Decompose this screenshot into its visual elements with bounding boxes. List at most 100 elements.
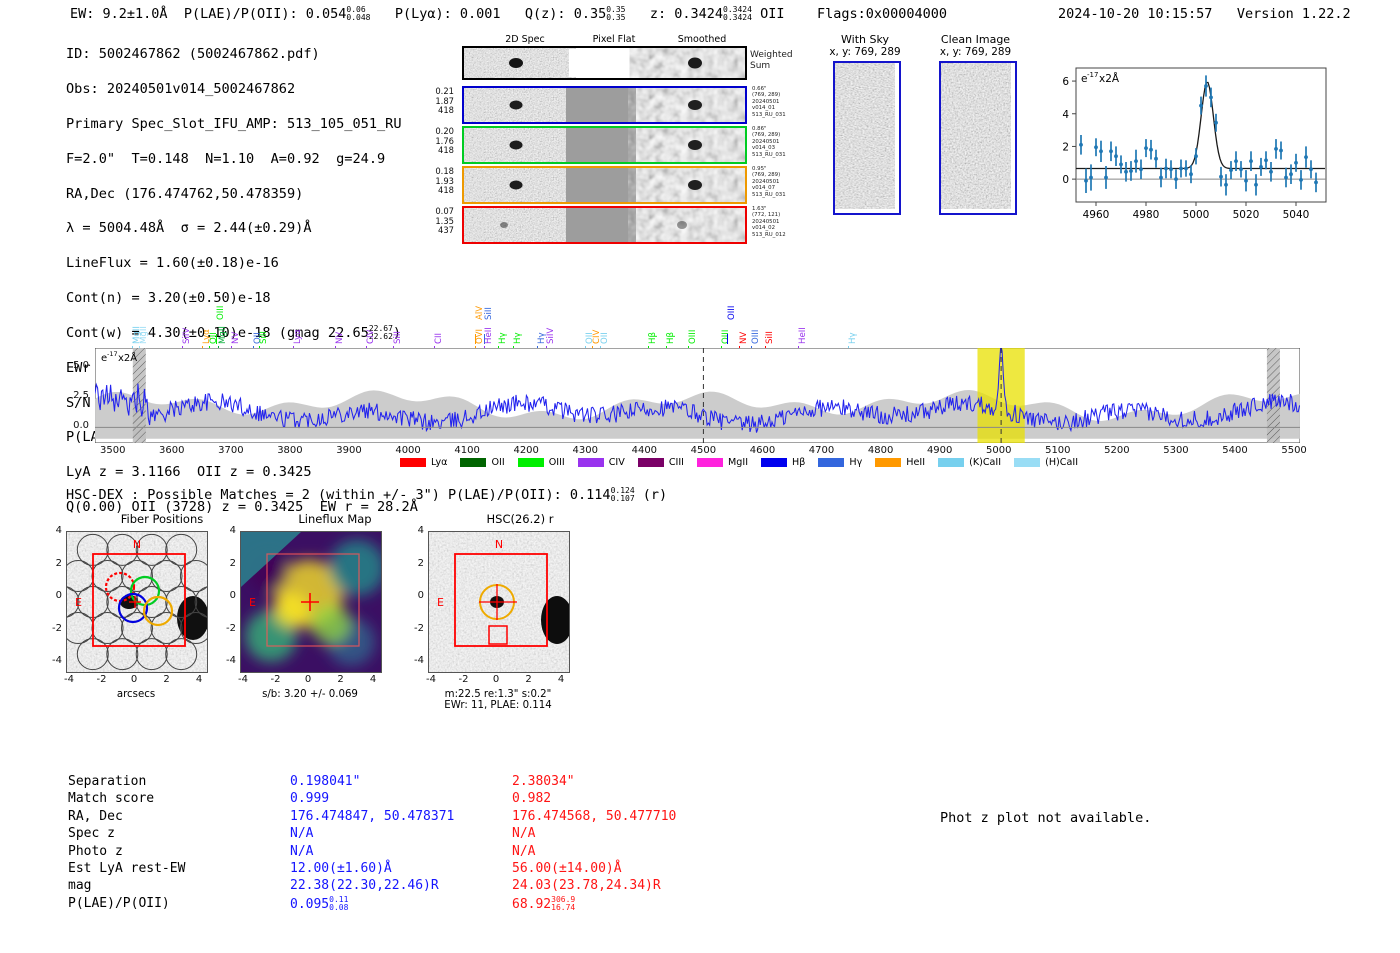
fiber-positions-xlabel: arcsecs bbox=[116, 689, 156, 700]
emission-line-label: Hγ bbox=[848, 332, 859, 344]
emission-line-label: Hγ bbox=[513, 332, 524, 344]
panel-ytick: 0 bbox=[55, 590, 62, 601]
panel-ytick: -4 bbox=[414, 655, 424, 666]
montage-row-values: 0.20 1.76 418 bbox=[424, 126, 454, 156]
table-row: Est LyA rest-EW 12.00(±1.60)Å 56.00(±14.00… bbox=[68, 861, 676, 876]
xtick-label: 5400 bbox=[1222, 445, 1248, 456]
table-row: mag 22.38(22.30,22.46)R 24.03(23.78,24.34)… bbox=[68, 878, 676, 893]
xtick-label: 4500 bbox=[690, 445, 717, 456]
photz-note: Phot z plot not available. bbox=[940, 810, 1152, 826]
emission-line-tick bbox=[393, 346, 395, 348]
hsc-headline-text: HSC-DEX : Possible Matches = 2 (within +… bbox=[66, 487, 611, 503]
montage-header-pixelflat: Pixel Flat bbox=[592, 34, 636, 45]
xtick-label: 4800 bbox=[867, 445, 894, 456]
emission-line-label: CII bbox=[434, 332, 445, 344]
emission-line-label: Lyα bbox=[293, 329, 304, 344]
emission-line-tick bbox=[434, 346, 436, 348]
full-spectrum-plot: e -17 x2Å bbox=[95, 348, 1300, 443]
full-spectrum-xaxis: 3500 3600 3700 3800 3900 4000 4100 4200 4300 4400… bbox=[95, 444, 1307, 462]
legend-label: Hβ bbox=[792, 457, 806, 468]
info-gmag-range: 22.67 22.62 bbox=[368, 323, 393, 341]
panel-ytick: 4 bbox=[229, 525, 236, 536]
panel-xtick: -4 bbox=[426, 674, 436, 685]
svg-text:e: e bbox=[1081, 73, 1087, 85]
emission-line-label: NV bbox=[738, 331, 749, 344]
info-lambda: λ = 5004.48Å σ = 2.44(±0.29)Å bbox=[66, 220, 312, 237]
info-id: ID: 5002467862 (5002467862.pdf) bbox=[66, 46, 320, 63]
xtick-label: 5000 bbox=[986, 445, 1012, 456]
panel-xtick: -2 bbox=[270, 674, 281, 685]
header-qz-range: 0.35 0.35 bbox=[606, 5, 626, 22]
panel-fiber-positions: Fiber Positions bbox=[62, 512, 262, 526]
legend-swatch bbox=[697, 458, 724, 467]
panel-xtick: -4 bbox=[64, 674, 74, 685]
xtick-label: 4200 bbox=[513, 445, 539, 456]
emission-line-label: HeII bbox=[483, 327, 494, 344]
svg-text:N: N bbox=[133, 538, 141, 551]
emission-line-tick bbox=[545, 346, 547, 348]
table-row: Separation 0.198041" 2.38034" bbox=[68, 774, 676, 789]
hsc-plae-range: 0.124 0.107 bbox=[610, 486, 635, 503]
table-row: Match score 0.999 0.982 bbox=[68, 791, 676, 806]
xtick-label: 4300 bbox=[572, 445, 598, 456]
emission-line-tick bbox=[334, 346, 336, 348]
panel-xtick: 0 bbox=[492, 674, 500, 685]
montage-value: 418 bbox=[438, 145, 454, 156]
emission-line-tick bbox=[475, 346, 477, 348]
emission-line-tick bbox=[765, 346, 767, 348]
fiber-positions-wrap: N E 4 2 0 -2 -4 bbox=[52, 525, 208, 673]
svg-text:4: 4 bbox=[1062, 109, 1069, 121]
emission-line-tick bbox=[536, 346, 538, 348]
panel-xaxis: -4 -2 0 2 4 bbox=[64, 673, 206, 689]
panel-ytick: 4 bbox=[417, 525, 424, 536]
panel-xtick: 4 bbox=[369, 674, 377, 685]
emission-line-tick bbox=[475, 334, 477, 344]
emission-line-tick bbox=[648, 346, 650, 348]
xtick-label: 3700 bbox=[218, 445, 244, 456]
svg-text:E: E bbox=[75, 596, 82, 609]
table-row-match2: 24.03(23.78,24.34)R bbox=[512, 878, 661, 894]
emission-line-label: OII bbox=[600, 332, 611, 344]
panel-hsc-r: HSC(26.2) r bbox=[420, 512, 620, 526]
table-row-match1: 12.00(±1.60)Å bbox=[290, 861, 392, 877]
table-row-match1: 176.474847, 50.478371 bbox=[290, 808, 455, 824]
emission-line-tick bbox=[848, 346, 850, 348]
montage-value: 437 bbox=[438, 225, 454, 236]
panel-ytick: 2 bbox=[229, 557, 236, 569]
info-cont-w: Cont(w) = 4.30(±0.10)e-18 (gmag 22.65 22.… bbox=[66, 323, 402, 341]
montage-row-frame bbox=[462, 86, 747, 124]
emission-line-tick bbox=[666, 346, 668, 348]
montage-value: 0.20 bbox=[435, 126, 454, 136]
header-z: z: 0.3424 bbox=[649, 6, 724, 22]
xtick-label: 5100 bbox=[1045, 445, 1071, 456]
montage-row-meta: 0.66" (769, 289) 20240501 v014_01 513_RU… bbox=[752, 86, 786, 118]
emission-line-label: Hβ bbox=[666, 332, 677, 344]
emission-line-tick bbox=[797, 346, 799, 348]
table-row-label: Separation bbox=[68, 774, 147, 789]
header-qz: Q(z): 0.35 bbox=[524, 6, 607, 22]
legend-label: (K)CaII bbox=[969, 457, 1002, 468]
header-z-range: 0.3424 0.3424 bbox=[723, 5, 752, 22]
emission-line-tick bbox=[216, 334, 218, 344]
panel-xtick: -2 bbox=[96, 674, 107, 685]
emission-line-tick bbox=[139, 346, 141, 348]
emission-line-tick bbox=[252, 346, 254, 348]
montage-value: 418 bbox=[438, 185, 454, 196]
emission-line-label: NV bbox=[230, 331, 241, 344]
table-row-match2: N/A bbox=[512, 843, 536, 859]
lineflux-map-wrap: E 4 2 0 -2 -4 bbox=[226, 525, 382, 673]
panel-ytick: -4 bbox=[52, 655, 62, 666]
montage-value: 0.21 bbox=[435, 86, 454, 96]
emission-line-tick bbox=[209, 346, 210, 348]
svg-text:5020: 5020 bbox=[1233, 209, 1260, 221]
panel-ytick: 0 bbox=[229, 590, 236, 601]
legend-label: CIV bbox=[608, 457, 625, 468]
emission-line-label: NV bbox=[334, 331, 345, 344]
montage-row-meta: 1.63" (772, 121) 20240501 v014_02 513_RU… bbox=[752, 206, 786, 238]
legend-swatch bbox=[818, 458, 845, 467]
table-row-match2: 56.00(±14.00)Å bbox=[512, 861, 622, 877]
svg-text:x2Å: x2Å bbox=[118, 351, 137, 364]
emission-line-tick bbox=[750, 346, 752, 348]
montage-value: 1.93 bbox=[435, 175, 454, 186]
emission-line-tick bbox=[721, 346, 723, 348]
